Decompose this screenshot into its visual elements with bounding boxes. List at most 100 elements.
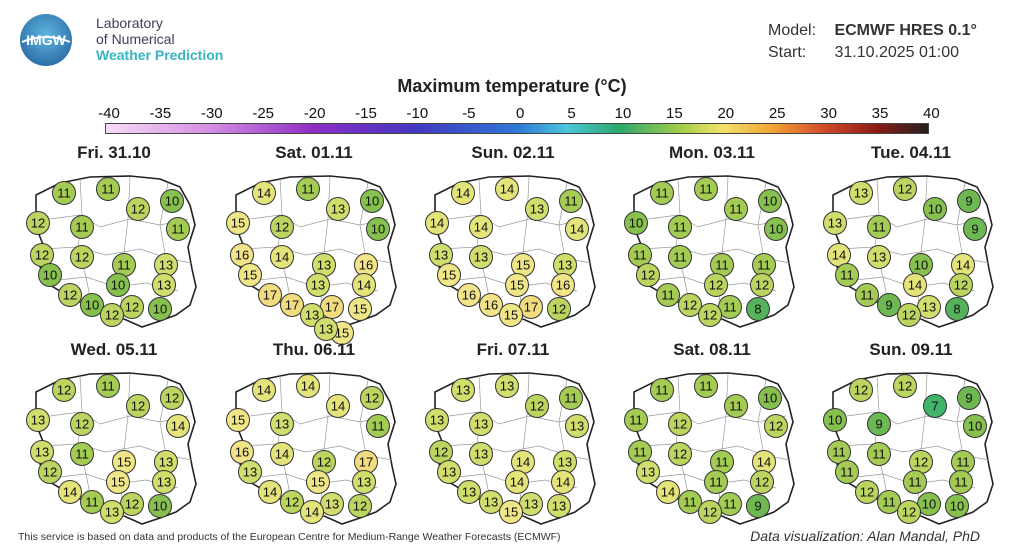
marker-circle (704, 273, 728, 297)
temperature-marker: 14 (425, 211, 449, 235)
marker-circle (668, 215, 692, 239)
temperature-value: 13 (243, 465, 257, 480)
temperature-marker: 14 (252, 181, 276, 205)
marker-circle (148, 297, 172, 321)
marker-circle (300, 500, 324, 524)
temperature-value: 13 (641, 465, 655, 480)
temperature-marker: 11 (628, 243, 652, 267)
temperature-marker: 12 (348, 494, 372, 518)
temperature-value: 14 (510, 475, 524, 490)
marker-circle (160, 386, 184, 410)
temperature-marker: 17 (519, 295, 543, 319)
marker-circle (724, 197, 748, 221)
marker-circle (903, 470, 927, 494)
temperature-marker: 12 (893, 177, 917, 201)
marker-circle (296, 374, 320, 398)
temperature-marker: 12 (849, 378, 873, 402)
temperature-value: 10 (928, 202, 942, 217)
temperature-value: 12 (755, 475, 769, 490)
temperature-value: 8 (953, 302, 960, 317)
temperature-marker: 14 (270, 245, 294, 269)
temperature-marker: 13 (314, 317, 338, 341)
temperature-marker: 10 (923, 197, 947, 221)
map-title: Maximum temperature (°C) (397, 76, 627, 96)
temperature-value: 12 (131, 202, 145, 217)
temperature-marker: 12 (280, 490, 304, 514)
marker-circle (252, 378, 276, 402)
temperature-marker: 14 (451, 181, 475, 205)
temperature-value: 14 (908, 278, 922, 293)
temperature-marker: 12 (704, 273, 728, 297)
marker-circle (764, 217, 788, 241)
marker-circle (252, 181, 276, 205)
marker-circle (469, 245, 493, 269)
temperature-value: 13 (570, 419, 584, 434)
temperature-value: 13 (275, 417, 289, 432)
temperature-value: 12 (703, 308, 717, 323)
temperature-marker: 15 (112, 450, 136, 474)
imgw-logo: IMGW (20, 14, 72, 66)
temperature-marker: 13 (270, 412, 294, 436)
temperature-value: 13 (474, 250, 488, 265)
temperature-marker: 11 (96, 374, 120, 398)
temperature-marker: 11 (96, 177, 120, 201)
temperature-marker: 11 (718, 295, 742, 319)
temperature-marker: 13 (451, 378, 475, 402)
temperature-marker: 13 (326, 197, 350, 221)
temperature-marker: 13 (154, 450, 178, 474)
temperature-marker: 12 (100, 303, 124, 327)
temperature-value: 11 (683, 495, 697, 510)
colorbar-tick-label: -35 (149, 105, 172, 122)
marker-circle (70, 442, 94, 466)
temperature-marker: 14 (258, 480, 282, 504)
temperature-marker: 13 (352, 470, 376, 494)
temperature-value: 13 (442, 465, 456, 480)
marker-circle (26, 408, 50, 432)
marker-circle (823, 408, 847, 432)
temperature-marker: 10 (963, 414, 987, 438)
temperature-value: 14 (430, 216, 444, 231)
marker-circle (270, 412, 294, 436)
temperature-marker: 11 (366, 414, 390, 438)
temperature-value: 12 (125, 497, 139, 512)
temperature-value: 14 (305, 505, 319, 520)
marker-circle (26, 211, 50, 235)
temperature-value: 12 (914, 455, 928, 470)
temperature-value: 9 (971, 222, 978, 237)
temperature-marker: 12 (668, 412, 692, 436)
temperature-value: 12 (709, 278, 723, 293)
temperature-marker: 9 (877, 293, 901, 317)
temperature-marker: 11 (52, 181, 76, 205)
temperature-value: 13 (474, 417, 488, 432)
marker-circle (38, 460, 62, 484)
temperature-value: 10 (165, 194, 179, 209)
marker-circle (636, 460, 660, 484)
panel-title: Thu. 06.11 (272, 340, 356, 359)
temperature-value: 11 (75, 220, 89, 235)
temperature-value: 14 (832, 248, 846, 263)
temperature-value: 12 (769, 419, 783, 434)
temperature-marker: 17 (258, 283, 282, 307)
marker-circle (923, 197, 947, 221)
temperature-value: 12 (125, 300, 139, 315)
marker-circle (352, 470, 376, 494)
marker-circle (479, 293, 503, 317)
marker-circle (495, 177, 519, 201)
colorbar-tick-label: 10 (614, 105, 632, 122)
temperature-value: 15 (311, 475, 325, 490)
marker-circle (636, 263, 660, 287)
temperature-value: 12 (703, 505, 717, 520)
temperature-value: 12 (902, 505, 916, 520)
temperature-value: 15 (335, 326, 349, 341)
temperature-marker: 16 (551, 273, 575, 297)
temperature-marker: 13 (849, 181, 873, 205)
marker-circle (58, 480, 82, 504)
temperature-value: 13 (484, 495, 498, 510)
marker-circle (945, 494, 969, 518)
temperature-value: 12 (954, 278, 968, 293)
colorbar-tick-label: 20 (717, 105, 735, 122)
temperature-value: 16 (484, 298, 498, 313)
temperature-value: 11 (564, 391, 578, 406)
colorbar-tick-label: 5 (567, 105, 576, 122)
